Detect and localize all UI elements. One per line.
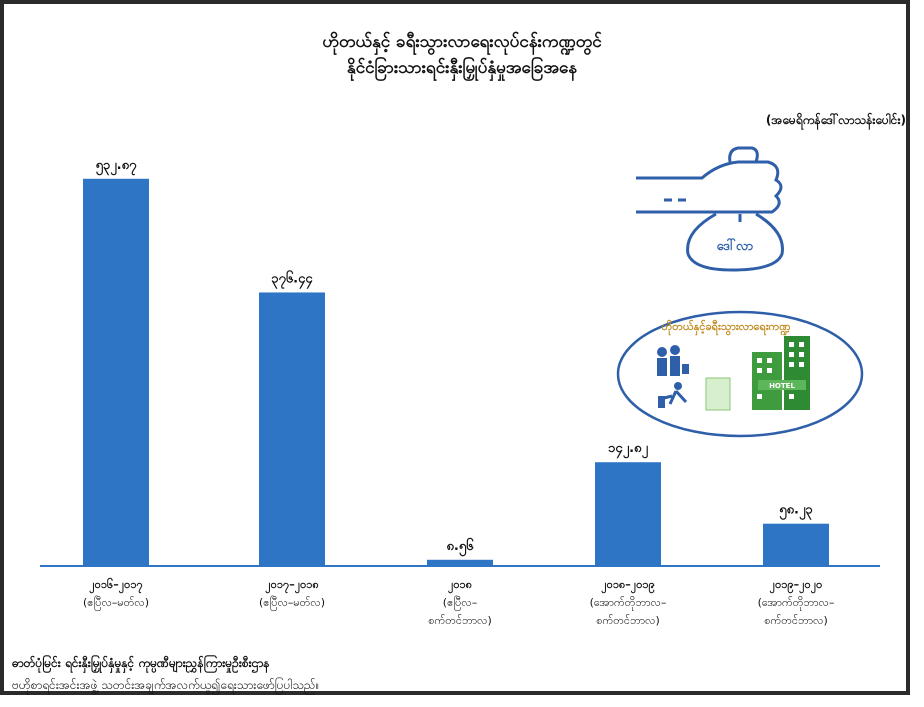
bar-value-label-5: ၅၈.၂၃ — [779, 503, 813, 521]
x-tick-label-5-line-1: ၂၀၁၉–၂၀၂၀ — [770, 578, 823, 594]
x-tick-label-2-line-1: ၂၀၁၇–၂၀၁၈ — [265, 578, 319, 594]
x-tick-label-4-line-3: စက်တင်ဘာလ) — [596, 614, 659, 627]
bar-value-label-4: ၁၄၂.၈၂ — [608, 441, 648, 459]
bar-5 — [763, 523, 829, 566]
footer-source-line2: ဗဟိုစာရင်းအင်းအဖွဲ့ သတင်းအချက်အလက်ယူ၍ရေး… — [12, 678, 320, 692]
tourism-badge-icon: ဟိုတယ်နှင့်ခရီးသွားလာရေးကဏ္ဍ HOTEL — [616, 310, 864, 438]
bar-value-label-2: ၃၇၆.၄၄ — [271, 269, 313, 289]
bar-4 — [595, 462, 661, 566]
bar-3 — [427, 559, 493, 566]
x-tick-label-3-line-3: စက်တင်ဘာလ) — [428, 614, 491, 627]
money-bag-icon — [636, 146, 784, 272]
bar-2 — [259, 292, 325, 566]
x-tick-label-1-line-2: (ဧပြီလ–မတ်လ) — [83, 596, 149, 611]
x-tick-label-5-line-2: (အောက်တိုဘာလ– — [758, 596, 835, 611]
x-tick-label-1-line-1: ၂၀၁၆–၂၀၁၇ — [89, 578, 143, 594]
badge-text: ဟိုတယ်နှင့်ခရီးသွားလာရေးကဏ္ဍ — [662, 319, 791, 336]
unit-label: (အမေရိကန်ဒေါ်လာသန်းပေါင်း) — [765, 113, 906, 127]
hotel-sign: HOTEL — [769, 382, 795, 390]
bar-1 — [83, 178, 149, 566]
money-bag-label: ဒေါ်လာ — [717, 237, 754, 254]
bar-value-label-1: ၅၃၂.၈၇ — [96, 158, 137, 176]
x-tick-label-3-line-2: (ဧပြီလ– — [443, 596, 477, 611]
x-tick-label-4-line-2: (အောက်တိုဘာလ– — [590, 596, 667, 611]
x-tick-label-5-line-3: စက်တင်ဘာလ) — [764, 614, 827, 627]
bar-value-label-3: ၈.၅၆ — [447, 537, 475, 557]
x-tick-label-4-line-1: ၂၀၁၈–၂၀၁၉ — [601, 578, 655, 594]
x-tick-label-3-line-1: ၂၀၁၈ — [448, 578, 472, 594]
chart-title-line1: ဟိုတယ်နှင့် ခရီးသွားလာရေးလုပ်ငန်းကဏ္ဍတွင… — [322, 32, 602, 52]
chart-title-line2: နိုင်ငံခြားသားရင်းနှီးမြှုပ်နှံမှုအခြေအန… — [346, 58, 578, 78]
x-tick-label-2-line-2: (ဧပြီလ–မတ်လ) — [259, 596, 325, 611]
footer-source-line1: ဓာတ်ပုံမြင်း ရင်းနှီးမြှုပ်နှံမှုနှင့် က… — [12, 656, 270, 670]
